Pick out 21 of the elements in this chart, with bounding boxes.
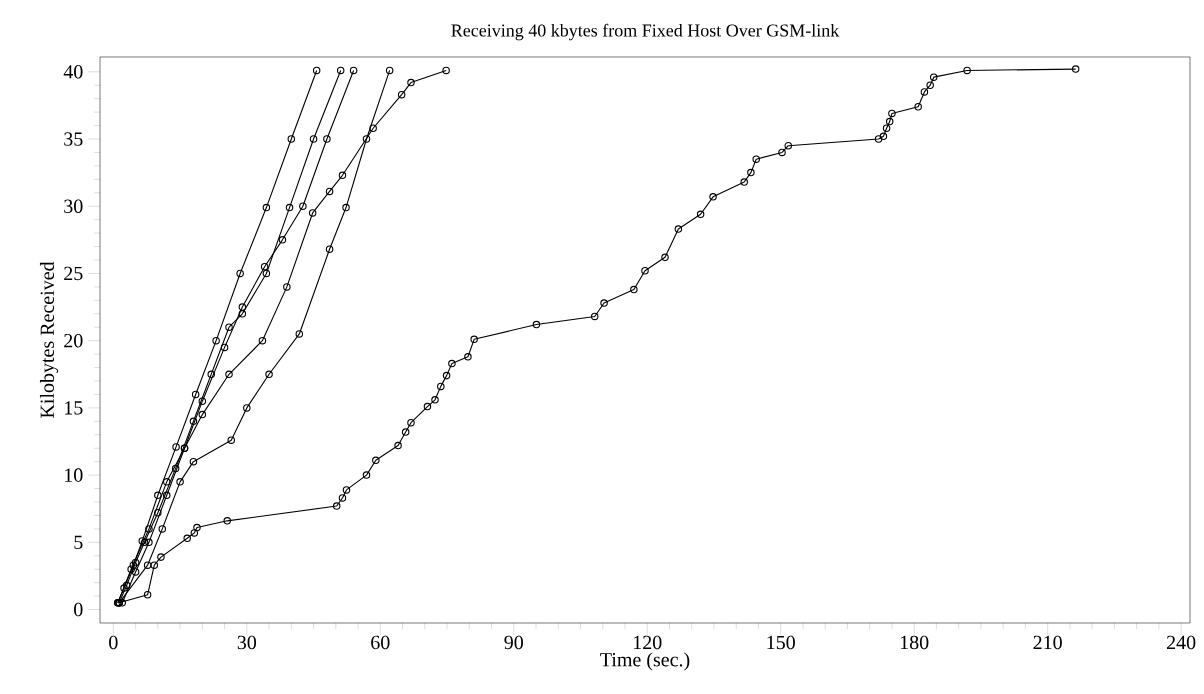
y-axis-title: Kilobytes Received xyxy=(39,261,59,418)
x-axis-title: Time (sec.) xyxy=(600,652,690,671)
x-tick-label: 240 xyxy=(1166,635,1196,650)
y-tick-label: 0 xyxy=(74,602,83,617)
y-tick-label: 5 xyxy=(74,535,83,549)
chart-title: Receiving 40 kbytes from Fixed Host Over GSM-link xyxy=(451,23,840,41)
y-tick-label: 20 xyxy=(64,333,83,348)
x-tick-label: 210 xyxy=(1033,635,1062,650)
y-tick-label: 40 xyxy=(63,65,83,79)
x-tick-label: 30 xyxy=(237,635,257,650)
x-tick-label: 120 xyxy=(633,635,662,650)
x-tick-label: 90 xyxy=(504,635,523,650)
x-tick-label: 0 xyxy=(109,635,118,650)
y-tick-label: 35 xyxy=(64,132,83,146)
y-tick-label: 15 xyxy=(65,401,83,415)
y-tick-label: 10 xyxy=(65,468,83,482)
x-tick-label: 150 xyxy=(767,635,795,650)
x-tick-label: 180 xyxy=(900,635,929,650)
y-tick-label: 30 xyxy=(64,199,83,213)
x-tick-label: 60 xyxy=(371,635,390,650)
y-tick-label: 25 xyxy=(64,266,83,281)
